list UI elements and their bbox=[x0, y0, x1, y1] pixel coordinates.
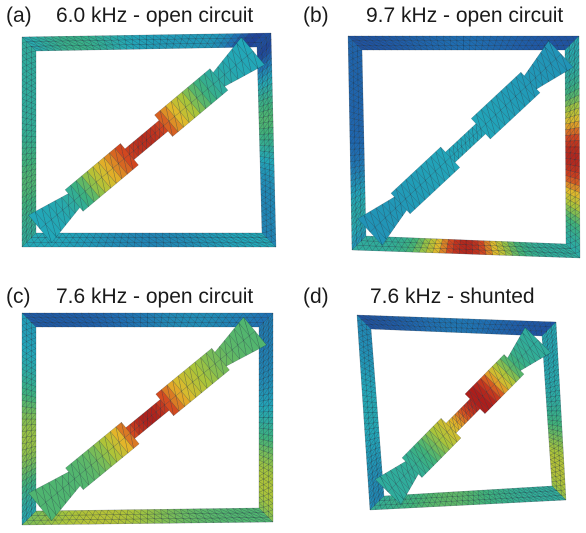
panel-b-diag-mass-upper bbox=[470, 71, 541, 140]
panel-a-diag-mass-lower bbox=[64, 143, 139, 212]
panel-d-top-beam bbox=[356, 314, 557, 337]
panel-d-diag-mass-upper bbox=[464, 354, 525, 414]
panel-c-label: (c) bbox=[6, 285, 31, 308]
panel-d-left-beam bbox=[356, 314, 385, 511]
panel-d-right-beam bbox=[541, 321, 567, 501]
panel-c-mesh bbox=[21, 312, 274, 526]
panel-b-right-beam bbox=[564, 35, 581, 259]
panel-b-title: 9.7 kHz - open circuit bbox=[366, 4, 564, 27]
panel-c-diag-mass-upper bbox=[155, 348, 230, 417]
panel-c-diag-root-upper bbox=[214, 316, 267, 367]
panel-a-label: (a) bbox=[6, 4, 32, 27]
panel-b-diag-mass-lower bbox=[390, 146, 461, 215]
panel-a-mesh bbox=[21, 32, 277, 248]
panel-d-bottom-beam bbox=[369, 485, 567, 511]
panel-b-diag-piezo-link bbox=[445, 123, 486, 163]
panel-c-right-beam bbox=[258, 312, 274, 523]
panel-a-bottom-beam bbox=[21, 232, 277, 248]
panel-b-diag-root-upper bbox=[524, 40, 574, 90]
panel-d-title: 7.6 kHz - shunted bbox=[370, 285, 535, 308]
panel-d-mesh bbox=[356, 314, 567, 511]
panel-c-title: 7.6 kHz - open circuit bbox=[56, 285, 254, 308]
panel-d-diag-mass-lower bbox=[401, 418, 462, 478]
panel-a-diag-mass-upper bbox=[154, 68, 229, 137]
panel-d-diag-piezo-link bbox=[445, 398, 481, 434]
panel-c-diag-root-lower bbox=[28, 471, 81, 522]
panel-a-diag-root-upper bbox=[212, 36, 265, 87]
panel-a-diag-piezo-link bbox=[124, 119, 169, 161]
panel-c-top-beam bbox=[21, 312, 274, 328]
panel-a-right-beam bbox=[256, 32, 277, 248]
panel-b-diag-root-lower bbox=[357, 196, 407, 246]
panel-b-mesh bbox=[347, 35, 581, 259]
panel-d-diag-root-lower bbox=[374, 460, 419, 506]
panel-d-diag-root-upper bbox=[507, 326, 552, 372]
panel-b-label: (b) bbox=[303, 4, 329, 27]
panel-c-diag-piezo-link bbox=[125, 399, 170, 439]
panel-b-bottom-beam bbox=[351, 235, 581, 259]
panel-c-diag-mass-lower bbox=[65, 421, 140, 490]
panel-b-top-beam bbox=[347, 35, 580, 51]
panel-c-left-beam bbox=[21, 312, 37, 526]
panel-b-left-beam bbox=[347, 35, 367, 251]
panel-a-title: 6.0 kHz - open circuit bbox=[56, 4, 254, 27]
panel-a-left-beam bbox=[21, 36, 37, 248]
panel-d-label: (d) bbox=[303, 285, 329, 308]
panel-c-bottom-beam bbox=[21, 507, 274, 526]
